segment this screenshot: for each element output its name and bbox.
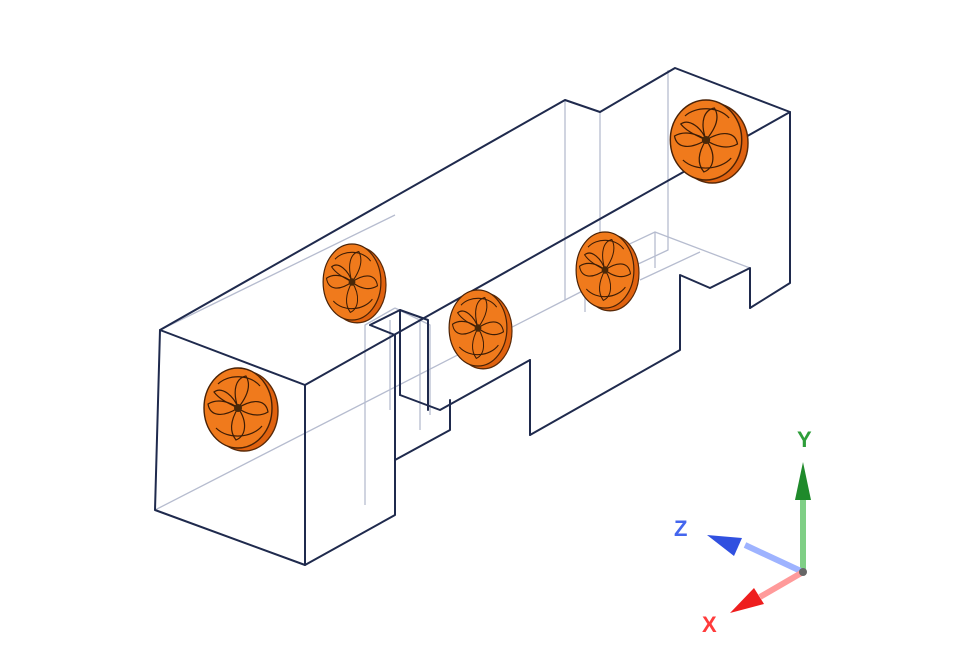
z-axis-label: Z (674, 516, 687, 541)
enclosure-edges (154, 67, 791, 566)
fan-icon[interactable] (203, 367, 279, 452)
axis-triad[interactable]: Y Z X (674, 427, 812, 637)
y-axis-label: Y (797, 427, 812, 452)
fans (203, 99, 749, 452)
fan-icon[interactable] (448, 289, 513, 370)
z-axis-arrow-icon (707, 535, 742, 556)
fan-icon[interactable] (575, 231, 640, 312)
y-axis-arrow-icon (795, 462, 811, 500)
fan-icon[interactable] (669, 99, 749, 184)
x-axis-arrow-icon (730, 588, 764, 613)
x-axis-label: X (702, 612, 717, 637)
fan-icon[interactable] (322, 243, 387, 324)
